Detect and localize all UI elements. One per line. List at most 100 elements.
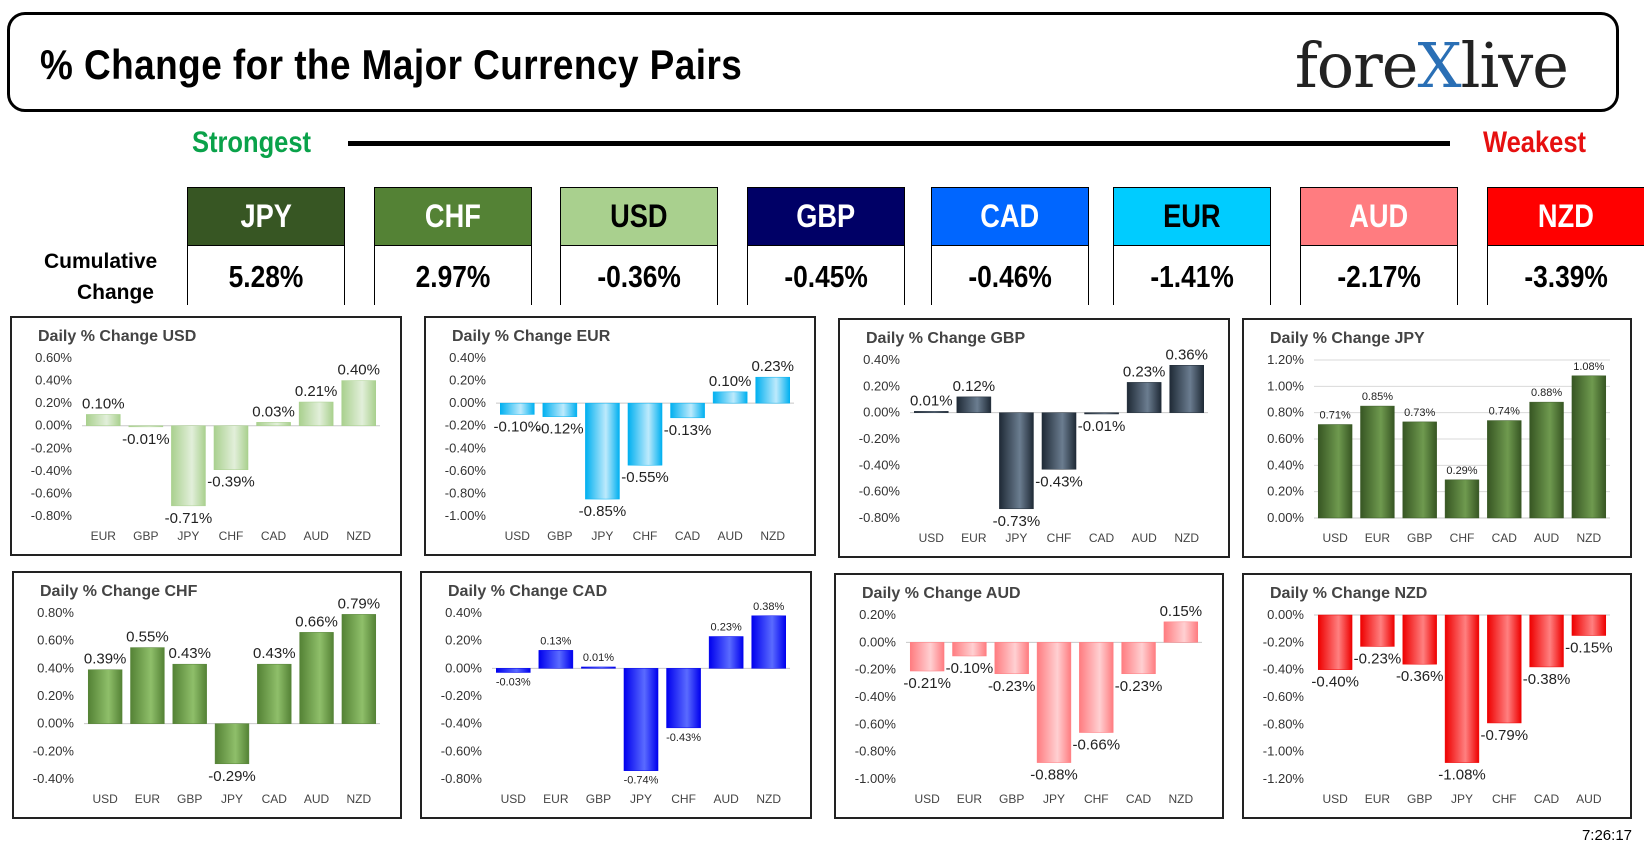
logo-text-right: live: [1460, 29, 1569, 102]
x-tick-label: GBP: [547, 529, 572, 543]
bar-jpy: [1444, 614, 1480, 763]
x-tick-label: AUD: [1576, 792, 1602, 806]
data-label: 0.40%: [337, 362, 380, 379]
bar-eur: [86, 414, 121, 426]
data-label: 0.43%: [168, 645, 211, 662]
x-tick-label: USD: [505, 529, 531, 543]
bar-usd: [500, 402, 535, 415]
y-tick-label: 0.80%: [37, 605, 74, 620]
data-label: -0.36%: [1396, 668, 1444, 685]
data-label: -0.10%: [494, 418, 542, 435]
y-tick-label: -0.60%: [445, 463, 487, 478]
data-label: -0.43%: [666, 732, 701, 744]
data-label: 0.85%: [1362, 391, 1393, 403]
data-label: -0.74%: [624, 775, 659, 787]
y-tick-label: 0.00%: [445, 660, 482, 675]
y-tick-label: 0.20%: [1267, 484, 1304, 499]
y-tick-label: 0.00%: [859, 634, 896, 649]
y-tick-label: -0.80%: [1263, 716, 1305, 731]
bar-usd: [914, 411, 949, 413]
data-label: -0.85%: [579, 503, 627, 520]
x-tick-label: AUD: [1534, 531, 1560, 545]
header-panel: % Change for the Major Currency Pairs fo…: [7, 12, 1619, 112]
cumulative-change-value: -1.41%: [1114, 245, 1270, 307]
x-tick-label: CAD: [1089, 531, 1115, 545]
x-tick-label: USD: [914, 792, 940, 806]
bar-chart-svg: 0.20% 0.00% -0.20% -0.40% -0.60% -0.80% -1.00%…: [855, 603, 1202, 806]
x-tick-label: NZD: [756, 792, 781, 806]
x-tick-label: NZD: [347, 792, 372, 806]
y-tick-label: -1.20%: [1263, 771, 1305, 786]
x-tick-label: JPY: [1043, 792, 1065, 806]
bar-eur: [956, 396, 992, 413]
strength-arrow-line: [348, 141, 1450, 146]
y-tick-label: -1.00%: [1263, 744, 1305, 759]
data-label: -0.39%: [207, 474, 255, 491]
bar-nzd: [751, 615, 786, 669]
currency-box-chf: CHF 2.97%: [374, 187, 532, 307]
bar-chf: [1041, 412, 1077, 470]
bar-jpy: [585, 402, 620, 500]
y-tick-label: -0.60%: [855, 716, 897, 731]
data-label: -0.40%: [1311, 674, 1359, 691]
cumulative-change-value: -0.36%: [561, 245, 717, 307]
y-tick-label: 0.60%: [1267, 431, 1304, 446]
x-tick-label: USD: [919, 531, 945, 545]
cumulative-change-value: 5.28%: [188, 245, 344, 307]
x-tick-label: USD: [1322, 792, 1348, 806]
x-tick-label: EUR: [1365, 792, 1391, 806]
y-tick-label: -0.60%: [1263, 689, 1305, 704]
y-tick-label: -0.40%: [31, 463, 73, 478]
data-label: 0.23%: [1123, 363, 1166, 380]
y-tick-label: -1.00%: [855, 771, 897, 786]
data-label: 0.23%: [711, 622, 742, 634]
data-label: 0.36%: [1165, 346, 1208, 363]
x-tick-label: CAD: [675, 529, 701, 543]
bar-chart-svg: 0.80% 0.60% 0.40% 0.20% 0.00% -0.20% -0.40% 0.3…: [33, 595, 381, 806]
data-label: 0.29%: [1446, 465, 1477, 477]
data-label: -1.08%: [1438, 767, 1486, 784]
bar-aud: [1126, 382, 1162, 413]
x-tick-label: EUR: [1365, 531, 1391, 545]
chart-nzd: Daily % Change NZD 0.00% -0.20% -0.40% -0.60…: [1242, 573, 1632, 819]
x-tick-label: AUD: [717, 529, 743, 543]
y-tick-label: 0.40%: [445, 605, 482, 620]
data-label: -0.66%: [1073, 737, 1121, 754]
currency-box-eur: EUR -1.41%: [1113, 187, 1271, 307]
bar-chart-svg: 0.60% 0.40% 0.20% 0.00% -0.20% -0.40% -0.60% -0…: [31, 350, 380, 543]
data-label: -0.13%: [664, 422, 712, 439]
chart-eur: Daily % Change EUR 0.40% 0.20% 0.00% -0.20% -…: [424, 316, 816, 556]
x-tick-label: CHF: [1450, 531, 1475, 545]
x-tick-label: NZD: [760, 529, 785, 543]
bar-aud: [1529, 401, 1564, 519]
bar-chart-svg: 0.40% 0.20% 0.00% -0.20% -0.40% -0.60% -0.80% -…: [441, 601, 790, 806]
bar-usd: [1317, 424, 1353, 519]
bar-chart-svg: 0.40% 0.20% 0.00% -0.20% -0.40% -0.60% -0.80% 0…: [859, 346, 1208, 545]
currency-name: NZD: [1488, 188, 1644, 245]
x-tick-label: CHF: [1492, 792, 1517, 806]
data-label: 0.79%: [338, 595, 381, 612]
bar-gbp: [1402, 614, 1437, 665]
y-tick-label: 0.20%: [35, 395, 72, 410]
data-label: -0.12%: [536, 421, 584, 438]
data-label: -0.23%: [1354, 650, 1402, 667]
y-tick-label: 0.20%: [445, 633, 482, 648]
currency-box-aud: AUD -2.17%: [1300, 187, 1458, 307]
data-label: -0.01%: [1078, 418, 1126, 435]
data-label: -0.23%: [1115, 678, 1163, 695]
y-tick-label: -0.80%: [855, 744, 897, 759]
y-tick-label: 0.00%: [37, 716, 74, 731]
y-tick-label: 0.00%: [35, 418, 72, 433]
data-label: -0.29%: [208, 768, 256, 785]
bar-nzd: [341, 380, 376, 426]
logo-text-left: fore: [1294, 29, 1419, 102]
y-tick-label: -0.60%: [31, 485, 73, 500]
data-label: 0.01%: [583, 652, 614, 664]
y-tick-label: 0.00%: [449, 395, 486, 410]
data-label: -0.03%: [496, 676, 531, 688]
x-tick-label: USD: [1322, 531, 1348, 545]
bar-chart-svg: 0.40% 0.20% 0.00% -0.20% -0.40% -0.60% -0.80% -…: [445, 350, 794, 543]
chart-cad: Daily % Change CAD 0.40% 0.20% 0.00% -0.20% -…: [420, 571, 812, 819]
bar-gbp: [994, 642, 1029, 675]
bar-nzd: [1571, 375, 1607, 519]
